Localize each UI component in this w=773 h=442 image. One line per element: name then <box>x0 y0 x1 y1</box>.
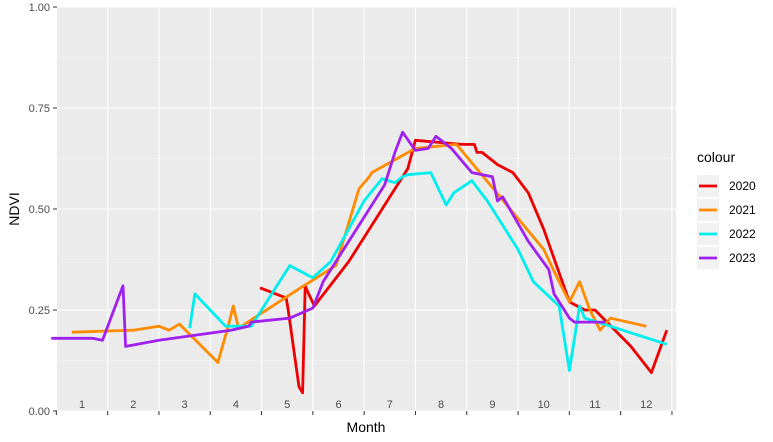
x-tick-label: 4 <box>233 399 239 411</box>
x-tick-label: 6 <box>335 399 341 411</box>
x-tick-label: 1 <box>79 399 85 411</box>
series-line-2023 <box>51 130 606 348</box>
x-tick-labels: 1 2 3 4 5 6 7 8 9 10 11 12 <box>79 399 652 411</box>
x-tick-label: 2 <box>130 399 136 411</box>
x-tick-label: 3 <box>182 399 188 411</box>
x-tick-label: 11 <box>589 399 600 411</box>
grid-major <box>57 6 676 412</box>
x-axis-title: Month <box>347 419 386 435</box>
y-tick-label: 1.00 <box>29 2 50 14</box>
x-tick-label: 8 <box>438 399 444 411</box>
y-axis-title: NDVI <box>6 192 22 225</box>
x-tick-label: 7 <box>387 399 393 411</box>
legend-label-2021: 2021 <box>729 203 756 217</box>
series-line-2021 <box>71 142 647 364</box>
y-tick-label: 0.00 <box>29 406 50 418</box>
legend-label-2023: 2023 <box>729 251 756 265</box>
x-tick-label: 10 <box>538 399 550 411</box>
y-tick-label: 0.25 <box>29 305 50 317</box>
x-tick-label: 12 <box>640 399 652 411</box>
series-layer <box>51 130 669 395</box>
legend-label-2020: 2020 <box>729 179 756 193</box>
axis-ticks <box>53 6 673 415</box>
series-line-2020 <box>259 138 669 395</box>
y-tick-label: 0.50 <box>29 204 50 216</box>
legend: colour 2020 2021 2022 2023 <box>697 149 756 269</box>
y-tick-label: 0.75 <box>29 103 50 115</box>
x-tick-label: 9 <box>489 399 495 411</box>
series-line-2022 <box>188 171 668 373</box>
legend-label-2022: 2022 <box>729 227 756 241</box>
x-tick-label: 5 <box>284 399 290 411</box>
legend-title: colour <box>697 149 735 165</box>
y-tick-labels: 0.00 0.25 0.50 0.75 1.00 <box>29 2 50 418</box>
grid-minor <box>57 57 676 361</box>
